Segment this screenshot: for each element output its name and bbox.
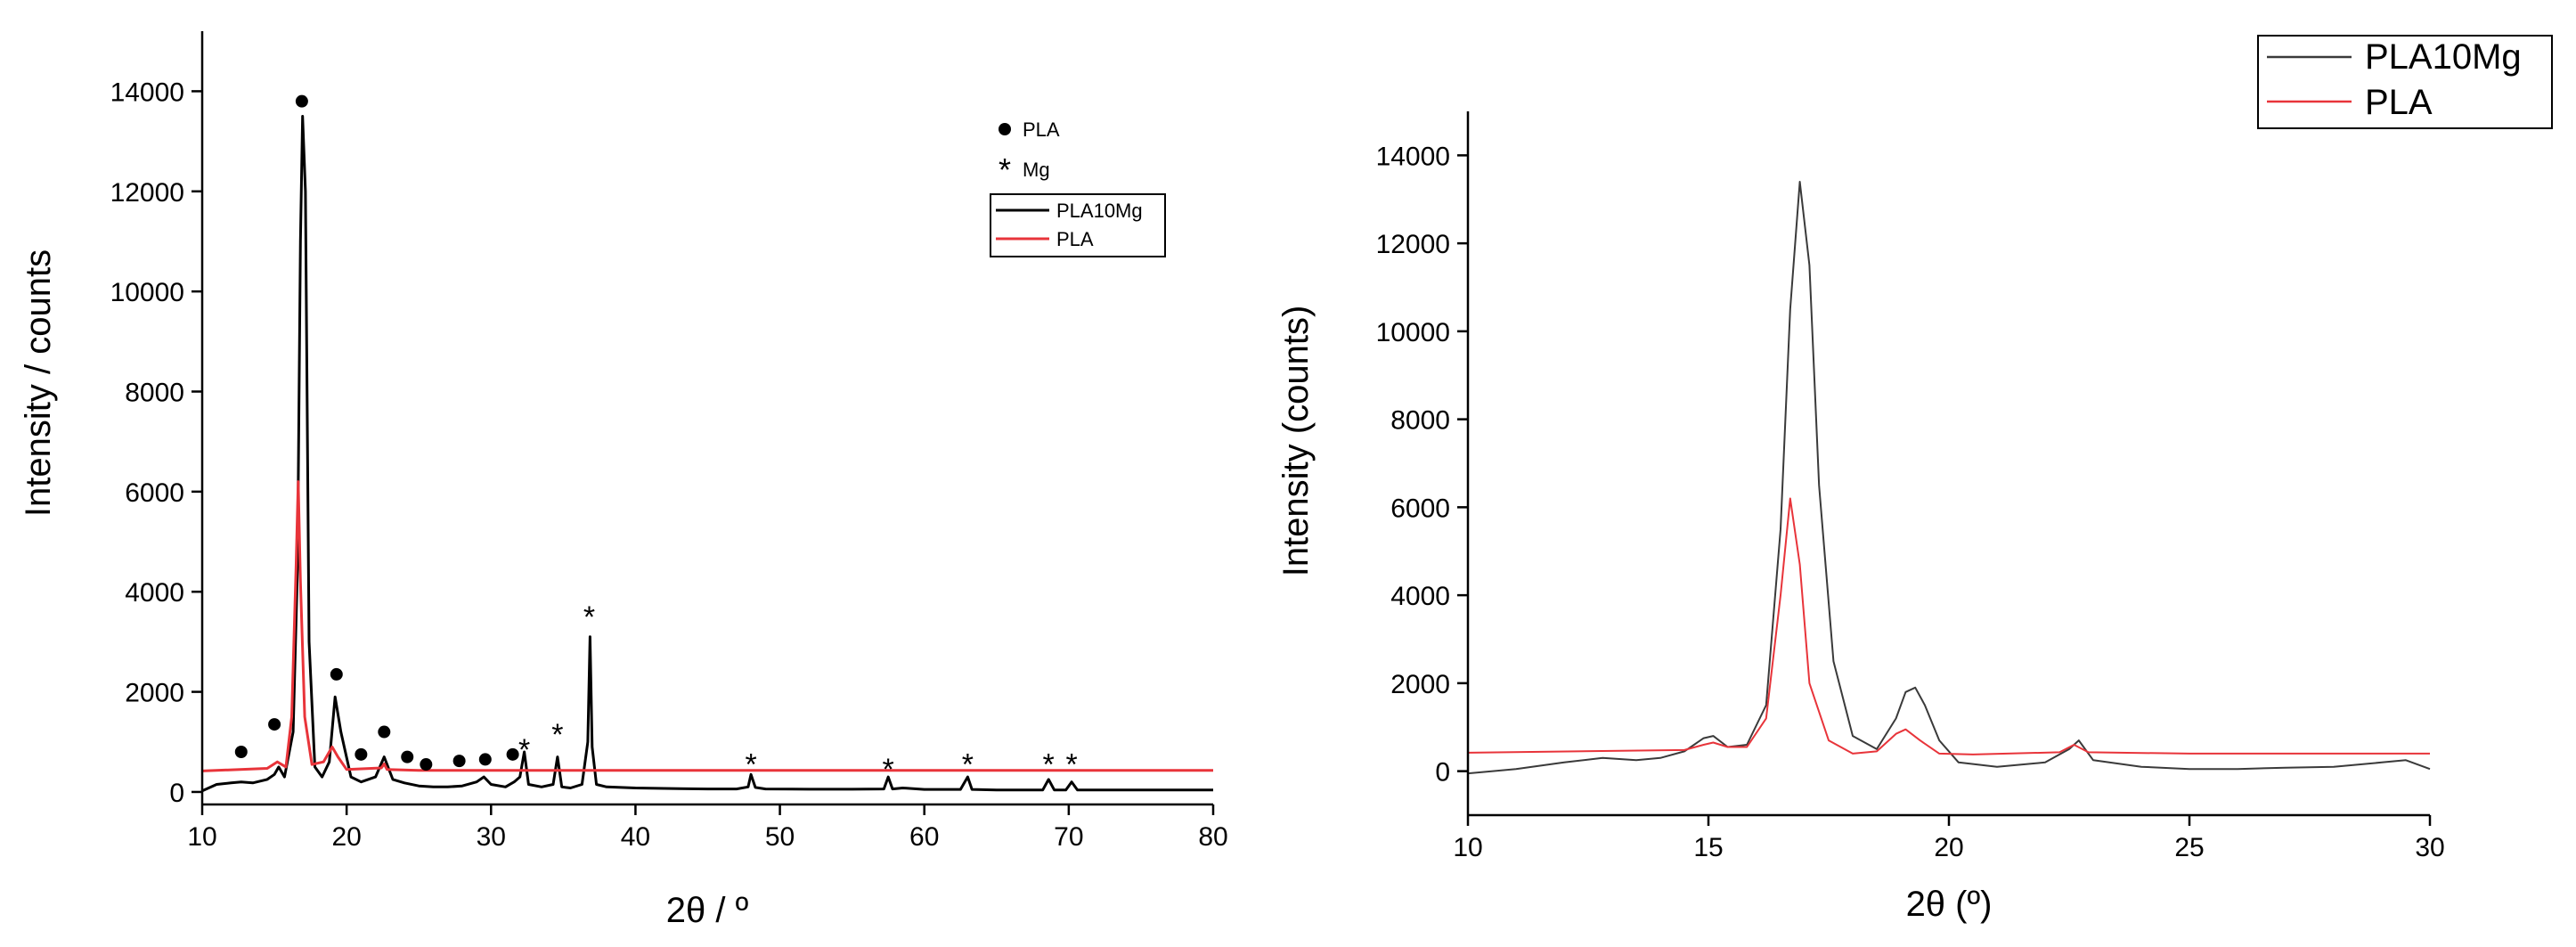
right-ticks: 10 15 20 25 30 0 2000 4000 6000 8000 10000 12000 140… bbox=[1376, 142, 2445, 862]
pla-peak-marker bbox=[378, 725, 391, 739]
left-legend-box bbox=[990, 193, 1166, 257]
right-legend-box bbox=[2257, 35, 2553, 129]
pla-peak-marker bbox=[452, 755, 466, 768]
x-tick-label: 40 bbox=[621, 822, 650, 852]
right-plot-area bbox=[1467, 181, 2431, 775]
left-ticks: 10 20 30 40 50 60 70 80 0 2000 4000 6000 8000 10000 12… bbox=[110, 78, 1228, 852]
mg-peak-marker: * bbox=[1065, 748, 1077, 782]
pla-peak-marker bbox=[295, 94, 308, 108]
x-tick-label: 10 bbox=[1453, 833, 1482, 862]
x-tick-label: 60 bbox=[909, 822, 939, 852]
pla-peak-marker bbox=[268, 718, 281, 731]
y-tick-label: 4000 bbox=[125, 578, 184, 608]
mg-peak-marker: * bbox=[883, 753, 894, 787]
x-tick-label: 70 bbox=[1054, 822, 1083, 852]
series-line-pla10mg bbox=[1467, 181, 2431, 775]
y-tick-label: 8000 bbox=[1390, 406, 1450, 436]
left-series-legend: PLA10Mg PLA bbox=[990, 193, 1166, 257]
pla-peak-marker bbox=[401, 750, 414, 763]
y-tick-label: 10000 bbox=[110, 278, 184, 307]
x-tick-label: 30 bbox=[477, 822, 506, 852]
series-line-pla bbox=[1467, 497, 2430, 755]
y-tick-label: 14000 bbox=[1376, 142, 1450, 171]
pla-peak-marker bbox=[234, 746, 248, 759]
left-legend-pla10mg-label: PLA10Mg bbox=[1056, 200, 1143, 222]
mg-peak-marker: * bbox=[551, 718, 563, 752]
left-plot-area: * * * * * * * * bbox=[201, 94, 1213, 793]
left-chart: * * * * * * * * 10 20 30 40 50 60 70 80 0 2000 4000 6000 80… bbox=[19, 31, 1228, 930]
x-tick-label: 20 bbox=[331, 822, 361, 852]
right-series-legend: PLA10Mg PLA bbox=[2257, 35, 2553, 129]
marker-legend-pla-label: PLA bbox=[1023, 118, 1060, 141]
marker-legend-star-symbol: * bbox=[999, 151, 1011, 188]
y-tick-label: 8000 bbox=[125, 379, 184, 408]
y-tick-label: 6000 bbox=[1390, 494, 1450, 523]
y-tick-label: 2000 bbox=[125, 679, 184, 708]
pla-peak-marker bbox=[506, 747, 519, 761]
mg-peak-marker: * bbox=[1043, 748, 1055, 782]
mg-peak-marker: * bbox=[583, 600, 595, 634]
marker-legend-dot-symbol: ● bbox=[1005, 128, 1006, 130]
x-tick-label: 15 bbox=[1693, 833, 1723, 862]
x-tick-label: 30 bbox=[2415, 833, 2444, 862]
marker-legend-dot bbox=[999, 123, 1011, 135]
mg-peak-marker: * bbox=[746, 748, 757, 782]
y-tick-label: 12000 bbox=[1376, 230, 1450, 259]
left-marker-legend: ● PLA * Mg bbox=[999, 118, 1060, 188]
pla-peak-marker bbox=[330, 667, 343, 681]
left-x-axis-label: 2θ / º bbox=[666, 891, 749, 930]
x-tick-label: 25 bbox=[2174, 833, 2204, 862]
right-x-axis-label: 2θ (º) bbox=[1906, 885, 1993, 924]
y-tick-label: 0 bbox=[169, 779, 184, 808]
right-y-axis-label: Intensity (counts) bbox=[1276, 306, 1316, 577]
y-tick-label: 4000 bbox=[1390, 582, 1450, 611]
pla-peak-marker bbox=[478, 753, 492, 766]
y-tick-label: 12000 bbox=[110, 178, 184, 208]
y-tick-label: 10000 bbox=[1376, 318, 1450, 347]
pla-peak-marker bbox=[355, 747, 368, 761]
y-tick-label: 6000 bbox=[125, 478, 184, 508]
y-tick-label: 0 bbox=[1435, 758, 1450, 788]
x-tick-label: 20 bbox=[1934, 833, 1963, 862]
left-legend-pla-label: PLA bbox=[1056, 228, 1094, 250]
left-y-axis-label: Intensity / counts bbox=[19, 249, 58, 517]
pla-peak-marker bbox=[420, 758, 433, 771]
y-tick-label: 2000 bbox=[1390, 670, 1450, 699]
series-line-pla bbox=[201, 480, 1213, 772]
marker-legend-mg-label: Mg bbox=[1023, 159, 1050, 181]
right-legend-pla-label: PLA bbox=[2365, 83, 2433, 122]
mg-peak-marker: * bbox=[518, 733, 530, 767]
right-chart: 10 15 20 25 30 0 2000 4000 6000 8000 10000 12000 140… bbox=[1276, 35, 2553, 924]
mg-peak-marker: * bbox=[962, 748, 974, 782]
x-tick-label: 80 bbox=[1198, 822, 1227, 852]
y-tick-label: 14000 bbox=[110, 78, 184, 107]
right-legend-pla10mg-label: PLA10Mg bbox=[2365, 37, 2522, 77]
x-tick-label: 10 bbox=[187, 822, 216, 852]
x-tick-label: 50 bbox=[765, 822, 795, 852]
